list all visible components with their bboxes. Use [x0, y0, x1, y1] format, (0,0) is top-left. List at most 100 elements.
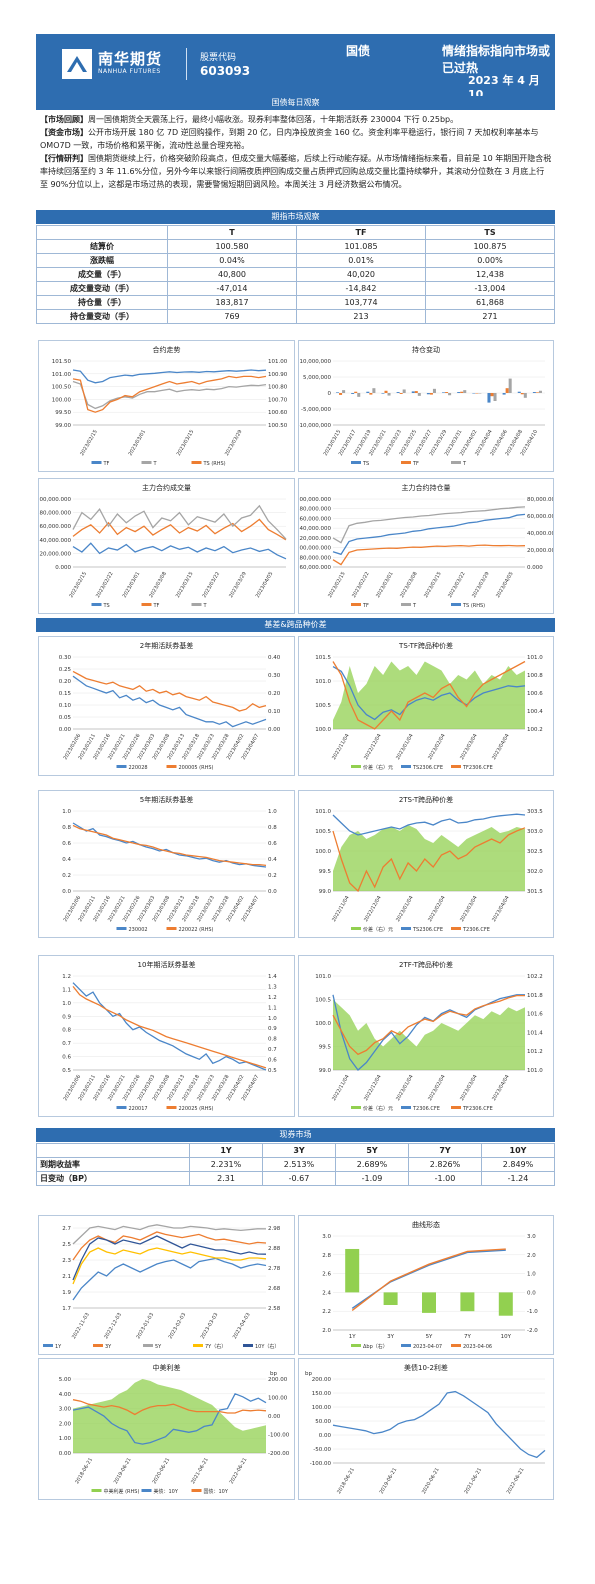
bar-mark: [432, 388, 436, 393]
x-tick-label: 2023/02/15: [79, 429, 99, 457]
y-tick-label: 40,000.000: [40, 538, 72, 544]
chart-title: 美债10-2利差: [404, 1363, 448, 1372]
x-tick-label: 2022/11/04: [331, 895, 351, 923]
x-tick-label: 2023/03/01: [127, 429, 147, 457]
y-tick-label: 101.0: [315, 679, 331, 685]
legend-label: TF: [103, 461, 110, 467]
chart-position-change: 持仓变动 10,000,000 5,000,000 0 -5,000,000 -10,00…: [298, 340, 554, 472]
line-series: [72, 504, 287, 540]
table-row: 持仓量变动（手） 769 213 271: [36, 309, 555, 324]
y-tick-label: 99.0: [319, 1068, 332, 1074]
legend-swatch: [193, 1344, 203, 1347]
column-header: 10Y: [481, 1143, 555, 1158]
x-tick-label: 2018-06-21: [336, 1467, 356, 1495]
x-tick-label: 10Y: [501, 1334, 512, 1340]
legend-label: 200005 (RHS): [179, 765, 214, 771]
x-tick-label: 2023/03/15: [423, 571, 443, 599]
bar-mark: [336, 392, 340, 393]
x-tick-label: 2021-06-21: [463, 1467, 483, 1495]
legend-label: T: [462, 461, 467, 467]
y2-tick-label: 0.00: [268, 1414, 281, 1420]
legend-label: 10Y（右）: [255, 1343, 279, 1350]
table-header-row: T TF TS: [36, 225, 555, 240]
x-tick-label: 2023/03/08: [399, 571, 419, 599]
chart-2y-basis: 2年期活跃券基差 0.30 0.25 0.20 0.15 0.10 0.05 0.00 0.40…: [38, 636, 295, 776]
legend-label: TS2306.CFE: [412, 927, 443, 933]
review-paragraph: 【行情研判】国债期货继续上行，价格突破阶段高点，但成交量大幅萎缩，后续上行动能存…: [40, 154, 552, 189]
y2-tick-label: 100.8: [527, 673, 543, 679]
chart-title: 主力合约持仓量: [402, 483, 451, 492]
y-tick-label: 100.5: [315, 703, 331, 709]
chart-svg: 主力合约持仓量 200,000.000 180,000.000 160,000.000…: [299, 483, 553, 609]
y2-tick-label: 302.5: [527, 849, 543, 855]
y-tick-label: 1.0: [62, 809, 71, 815]
x-tick-label: 7Y: [464, 1334, 471, 1340]
bar-mark: [383, 1292, 398, 1305]
y-tick-label: 2.5: [62, 1242, 71, 1248]
x-tick-label: 2023/03/08: [148, 571, 168, 599]
y-tick-label: 3.0: [322, 1234, 331, 1240]
bar-mark: [442, 392, 446, 393]
x-tick-label: 2023/03/22: [202, 571, 222, 599]
bar-mark: [422, 1292, 436, 1313]
bar-mark: [351, 393, 355, 394]
x-tick-label: 3Y: [387, 1334, 394, 1340]
line-series: [72, 542, 287, 560]
y2-tick-label: 0.2: [268, 873, 277, 879]
chart-yield-history: 2.7 2.5 2.3 2.1 1.9 1.7 2.98 2.88 2.78 2.68 2.58 20…: [38, 1215, 295, 1355]
y2-tick-label: 0.0: [527, 1290, 536, 1296]
table-row: 持仓量（手） 183,817 103,774 61,868: [36, 295, 555, 310]
bar-mark: [381, 393, 385, 394]
legend-swatch: [351, 461, 361, 464]
y-tick-label: -5,000,000: [301, 407, 331, 413]
table-row: 到期收益率 2.231% 2.513% 2.689% 2.826% 2.849%: [36, 1157, 555, 1172]
y2-tick-label: 101.8: [527, 993, 543, 999]
y2-tick-label: 0.7: [268, 1047, 277, 1053]
legend-label: 230002: [129, 927, 148, 933]
y2-tick-label: 100.6: [527, 691, 543, 697]
y-tick-label: 60,000.000: [300, 565, 332, 571]
y2-tick-label: 20,000.000: [527, 548, 553, 554]
x-tick-label: 2023-04-03: [232, 1312, 252, 1340]
x-tick-label: 2023/01/04: [395, 733, 415, 761]
bar-mark: [538, 390, 542, 393]
chart-svg: 2TS-T跨品种价差 101.0 100.5 100.0 99.5 99.0 303.5 30…: [315, 795, 543, 933]
y-tick-label: 5.00: [59, 1377, 72, 1383]
stock-code-label: 股票代码: [200, 53, 237, 63]
legend-swatch: [401, 461, 411, 464]
chart-2tf-t-spread: 2TF-T跨品种价差 101.0 100.5 100.0 99.5 99.0 102.2 10…: [298, 955, 554, 1117]
y-tick-label: 2.6: [322, 1272, 331, 1278]
y2-tick-label: 302.0: [527, 869, 543, 875]
y-tick-label: 80,000.000: [300, 555, 332, 561]
bar-mark: [396, 392, 400, 393]
y2-tick-label: 80,000.000: [527, 497, 553, 503]
y-tick-label: 101.50: [52, 359, 72, 365]
y2-tick-label: 1.2: [268, 995, 277, 1001]
chart-cn-us-spread: 中美利差 bp 5.00 4.00 3.00 2.00 1.00 0.00 200.00 100.…: [38, 1358, 295, 1500]
legend-label: TF: [153, 603, 160, 609]
column-header: 5Y: [335, 1143, 409, 1158]
y2-tick-label: -200.00: [268, 1451, 290, 1457]
legend-label: T: [153, 461, 158, 467]
y-tick-label: 100.5: [315, 829, 331, 835]
legend-label: 1Y: [55, 1344, 62, 1350]
report-category: 国债: [346, 44, 371, 58]
y-tick-label: 0.6: [62, 1055, 71, 1061]
legend-swatch: [401, 1106, 411, 1109]
table-row: 日变动（BP） 2.31 -0.67 -1.09 -1.00 -1.24: [36, 1171, 555, 1186]
y-tick-label: 1.7: [62, 1306, 71, 1312]
brand-name-en: NANHUA FUTURES: [98, 68, 161, 75]
y2-tick-label: 2.88: [268, 1246, 281, 1252]
x-tick-label: 2023/03/04: [459, 895, 479, 923]
legend-label: 7Y（右）: [205, 1343, 226, 1350]
legend-swatch: [143, 1344, 153, 1347]
area-series: [333, 999, 525, 1070]
line-series: [72, 1231, 267, 1261]
chart-svg: 持仓变动 10,000,000 5,000,000 0 -5,000,000 -10,00…: [299, 345, 545, 467]
x-tick-label: 2023/02/22: [351, 571, 371, 599]
legend-label: 价差（右）元: [363, 764, 393, 771]
area-series: [333, 825, 525, 891]
y2-tick-label: 0.000: [527, 565, 543, 571]
y-tick-label: 3.00: [59, 1407, 72, 1413]
table-row: 结算价 100.580 101.085 100.875: [36, 239, 555, 254]
